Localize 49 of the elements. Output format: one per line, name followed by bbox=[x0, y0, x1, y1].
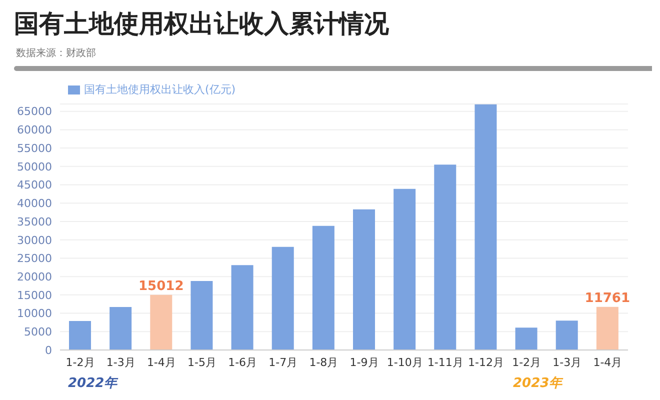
x-tick-label: 1-2月 bbox=[66, 356, 95, 369]
bar bbox=[110, 307, 132, 350]
x-tick-label: 1-5月 bbox=[188, 356, 216, 369]
y-tick-label: 15000 bbox=[17, 288, 52, 302]
bar bbox=[312, 226, 334, 350]
x-tick-label: 1-12月 bbox=[468, 356, 504, 369]
y-tick-label: 65000 bbox=[17, 105, 52, 118]
y-tick-label: 5000 bbox=[24, 326, 52, 339]
y-tick-label: 0 bbox=[45, 344, 52, 357]
bar bbox=[515, 328, 538, 350]
bar bbox=[434, 164, 456, 350]
y-tick-label: 35000 bbox=[17, 215, 52, 228]
bar bbox=[150, 294, 172, 350]
x-tick-label: 1-9月 bbox=[350, 356, 379, 369]
y-tick-label: 50000 bbox=[17, 160, 52, 174]
data-label: 15012 bbox=[138, 278, 184, 294]
x-tick-label: 1-7月 bbox=[268, 356, 298, 369]
x-tick-label: 1-11月 bbox=[427, 356, 464, 369]
y-tick-label: 55000 bbox=[17, 142, 52, 155]
y-tick-label: 40000 bbox=[17, 197, 52, 210]
legend-label: 国有土地使用权出让收入(亿元) bbox=[84, 83, 236, 96]
x-tick-label: 1-3月 bbox=[552, 356, 582, 369]
bar bbox=[596, 306, 618, 350]
y-tick-label: 20000 bbox=[17, 270, 52, 284]
text: 2023年 bbox=[513, 376, 562, 392]
bar bbox=[190, 280, 213, 350]
x-tick-label: 1-8月 bbox=[309, 356, 338, 369]
chart-title: 国有土地使用权出让收入累计情况 bbox=[13, 8, 390, 40]
chart-subtitle: 数据来源：财政部 bbox=[15, 46, 97, 60]
y-tick-label: 25000 bbox=[17, 252, 52, 266]
x-tick-label: 1-2月 bbox=[512, 356, 542, 369]
x-tick-label: 1-3月 bbox=[106, 356, 136, 369]
bar bbox=[272, 246, 294, 350]
y-tick-label: 60000 bbox=[17, 124, 52, 137]
y-tick-label: 45000 bbox=[17, 178, 52, 192]
bar bbox=[231, 265, 254, 350]
bar bbox=[394, 188, 416, 350]
x-tick-label: 1-10月 bbox=[386, 356, 423, 369]
bar bbox=[556, 320, 578, 350]
bar bbox=[69, 320, 91, 350]
x-tick-label: 1-4月 bbox=[593, 356, 622, 369]
y-tick-label: 30000 bbox=[17, 234, 52, 247]
y-tick-label: 10000 bbox=[17, 307, 52, 320]
bar bbox=[353, 209, 375, 350]
x-tick-label: 1-4月 bbox=[146, 356, 176, 369]
text: 2022年 bbox=[68, 376, 118, 392]
bar bbox=[474, 104, 497, 350]
x-tick-label: 1-6月 bbox=[228, 356, 258, 369]
data-label: 11761 bbox=[584, 290, 630, 306]
